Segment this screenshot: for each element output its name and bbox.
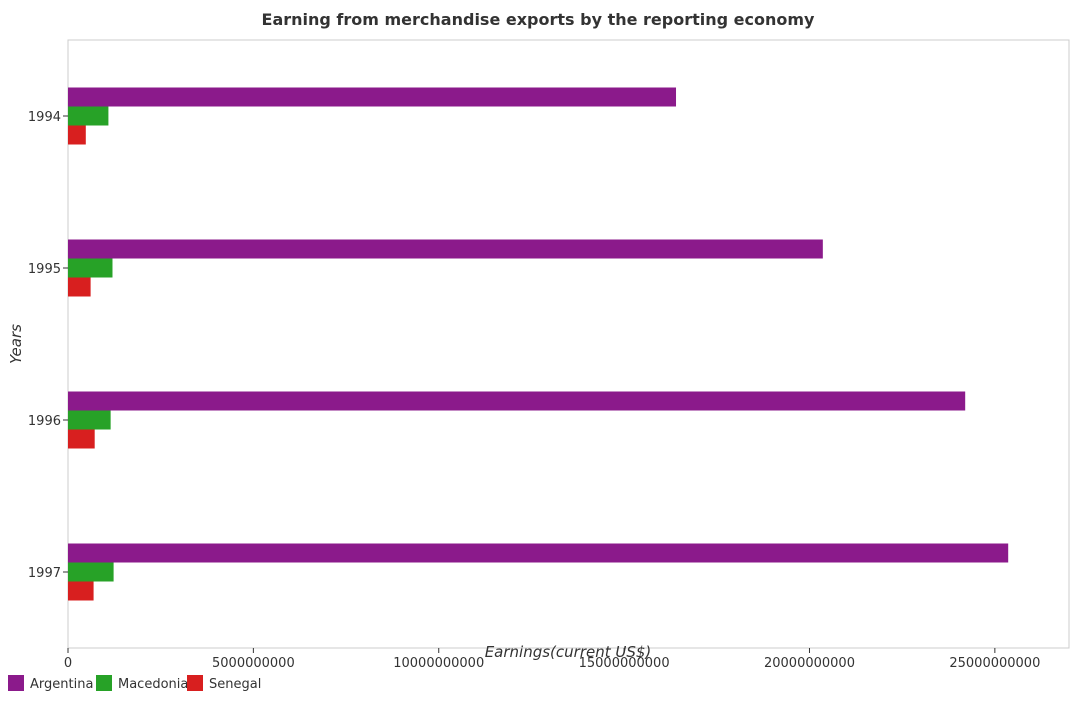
bars-layer bbox=[68, 87, 1009, 601]
bar-macedonia-1997 bbox=[68, 562, 114, 582]
x-axis-title: Earnings(current US$) bbox=[485, 643, 652, 661]
bar-argentina-1996 bbox=[68, 391, 966, 411]
bar-macedonia-1994 bbox=[68, 106, 109, 126]
bar-argentina-1995 bbox=[68, 239, 823, 259]
legend-swatch-macedonia bbox=[96, 675, 112, 691]
legend-label-macedonia: Macedonia bbox=[118, 677, 188, 692]
bar-argentina-1997 bbox=[68, 543, 1009, 563]
y-tick-label: 1997 bbox=[28, 566, 61, 581]
legend-swatch-argentina bbox=[8, 675, 24, 691]
legend-label-senegal: Senegal bbox=[209, 677, 261, 692]
chart-title: Earning from merchandise exports by the … bbox=[262, 10, 816, 29]
legend-label-argentina: Argentina bbox=[30, 677, 93, 692]
bar-senegal-1995 bbox=[68, 277, 91, 297]
x-tick-label: 0 bbox=[64, 656, 72, 671]
x-tick-label: 25000000000 bbox=[949, 656, 1040, 671]
y-tick-label: 1995 bbox=[28, 262, 61, 277]
legend-swatch-senegal bbox=[187, 675, 203, 691]
y-axis-title: Years bbox=[7, 324, 25, 364]
bar-argentina-1994 bbox=[68, 87, 677, 107]
bar-senegal-1996 bbox=[68, 429, 95, 449]
bar-senegal-1997 bbox=[68, 581, 94, 601]
x-tick-label: 15000000000 bbox=[579, 656, 670, 671]
x-tick-label: 20000000000 bbox=[764, 656, 855, 671]
bar-macedonia-1995 bbox=[68, 258, 113, 278]
y-tick-label: 1996 bbox=[28, 414, 61, 429]
y-axis: 1994 1995 1996 1997 bbox=[28, 110, 68, 581]
x-axis: 0 5000000000 10000000000 15000000000 2000000… bbox=[64, 648, 1040, 671]
x-tick-label: 5000000000 bbox=[212, 656, 295, 671]
bar-macedonia-1996 bbox=[68, 410, 111, 430]
bar-senegal-1994 bbox=[68, 125, 86, 145]
x-tick-label: 10000000000 bbox=[393, 656, 484, 671]
legend: Argentina Macedonia Senegal bbox=[8, 675, 261, 692]
y-tick-label: 1994 bbox=[28, 110, 61, 125]
